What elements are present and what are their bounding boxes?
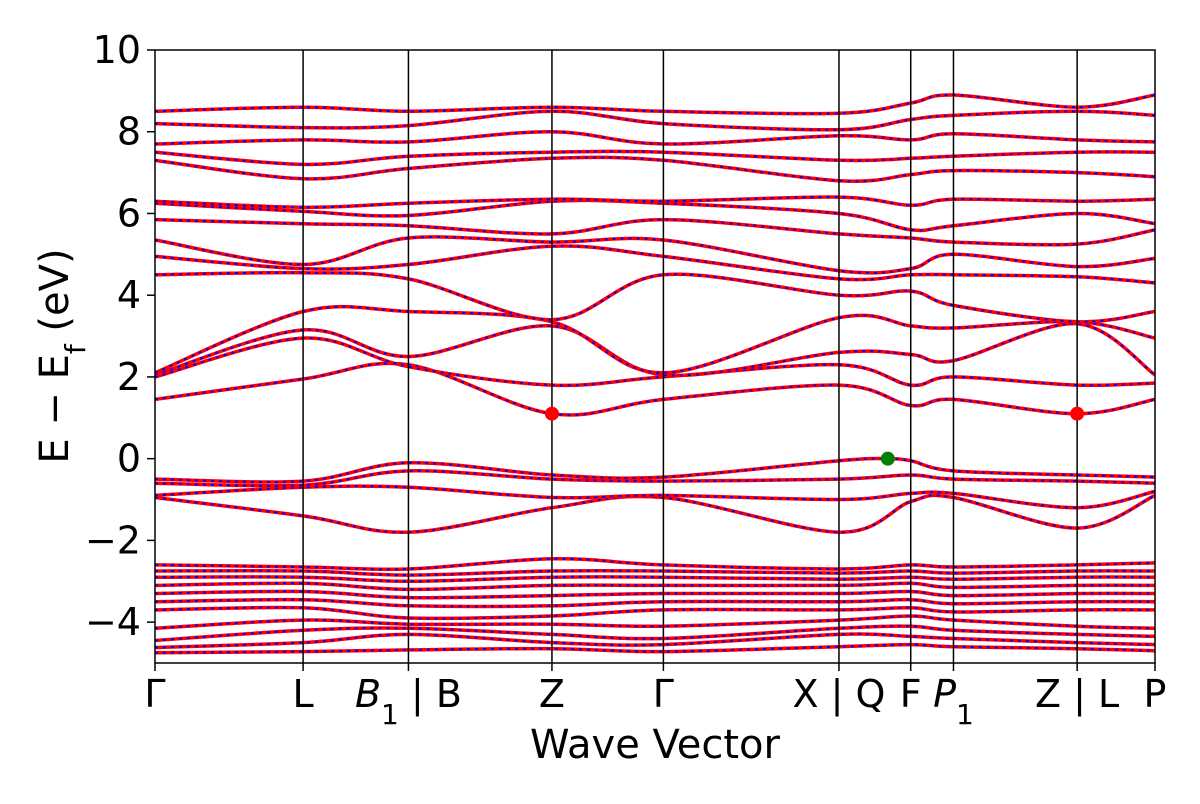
band-16-solid [155,361,1155,417]
band-17-dashed [155,337,1155,387]
y-tick-label-4: 4 [117,273,141,317]
x-tick-label-6: F [900,672,922,716]
y-axis-label-main: E − E [32,354,78,464]
x-tick-label-1: L [293,672,314,716]
band-10-dashed [155,569,1155,577]
band-28-dashed [155,130,1155,146]
x-tick-label-main: P [933,672,956,716]
band-11-dashed [155,557,1155,571]
band-15-solid [155,456,1155,484]
x-tick-label-5: X | Q [793,672,886,717]
y-axis-label-subscript: f [59,343,92,354]
y-tick-label-5: 6 [117,191,141,235]
band-5-dashed [155,606,1155,620]
x-tick-label-7: P1 [933,672,974,731]
bands-layer [155,93,1155,655]
band-18-dashed [155,322,1155,377]
band-24-dashed [155,199,1155,232]
band-22-dashed [155,235,1155,274]
x-tick-label-8: Z | L [1035,672,1119,717]
x-tick-label-subscript: 1 [956,698,974,731]
band-19-dashed [155,305,1155,374]
band-4-dashed [155,614,1155,630]
plot-frame [154,49,1156,664]
y-tick-label-0: −4 [85,600,141,644]
x-tick-label-suffix: | B [399,672,462,717]
y-axis-label-unit: (eV) [32,248,78,344]
x-tick-label-subscript: 1 [381,698,399,731]
y-tick-label-2: 0 [117,437,141,481]
band-edge-markers [544,406,1085,466]
y-tick-label-7: 10 [93,28,141,72]
band-26-dashed [155,156,1155,183]
cbm-marker-3 [1070,406,1085,421]
band-14-dashed [155,469,1155,487]
band-21-dashed [155,244,1155,284]
x-tick-label-3: Z [539,672,565,716]
high-symmetry-lines [302,50,1078,663]
x-tick-label-2: B1 | B [355,672,462,731]
band-7-dashed [155,590,1155,599]
band-29-dashed [155,110,1155,131]
x-tick-label-9: P [1144,672,1167,716]
band-2-dashed [155,633,1155,649]
band-6-dashed [155,598,1155,608]
y-tick-label-1: −2 [85,518,141,562]
y-tick-label-6: 8 [117,110,141,154]
y-axis-ticks: −4 −2 0 2 4 6 8 10 [85,28,155,644]
band-9-dashed [155,575,1155,583]
band-30-dashed [155,93,1155,115]
y-tick-label-3: 2 [117,355,141,399]
band-23-dashed [155,218,1155,246]
cbm-marker-1 [544,406,559,421]
band-27-dashed [155,150,1155,166]
band-13-dashed [155,485,1155,509]
band-20-dashed [155,271,1155,323]
vbm-marker-2 [880,451,895,466]
x-tick-label-0: Γ [144,672,165,716]
band-1-dashed [155,643,1155,654]
x-axis-label: Wave Vector [530,722,781,768]
band-8-dashed [155,582,1155,591]
x-tick-label-main: B [355,672,381,716]
y-axis-label: E − Ef (eV) [32,248,92,463]
x-tick-label-4: Γ [653,672,674,716]
band-25-dashed [155,196,1155,209]
band-12-dashed [155,494,1155,534]
band-3-dashed [155,625,1155,642]
